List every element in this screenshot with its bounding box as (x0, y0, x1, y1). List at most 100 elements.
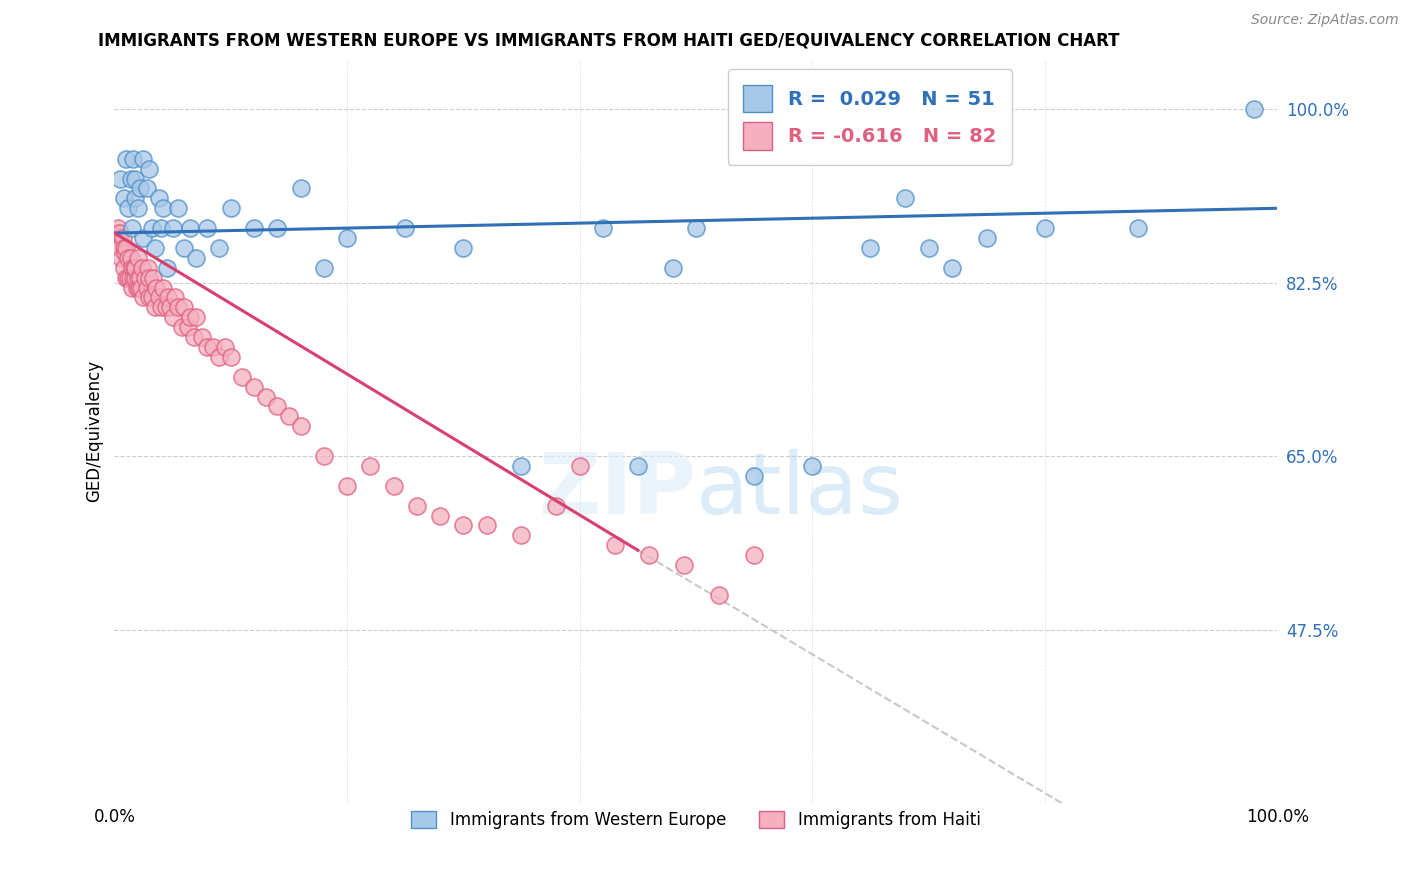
Point (673, 558, 696, 573)
Point (197, 221, 219, 235)
Text: ZIP: ZIP (538, 450, 696, 533)
Point (243, 379, 266, 393)
Point (475, 518, 498, 533)
Point (138, 161, 160, 176)
Point (110, 251, 132, 265)
Point (453, 241, 475, 255)
Point (117, 251, 139, 265)
Point (243, 221, 266, 235)
Point (121, 221, 143, 235)
Point (742, 548, 765, 562)
Point (208, 350, 231, 364)
Point (173, 301, 195, 315)
Point (941, 260, 963, 275)
Point (115, 270, 138, 285)
Point (129, 181, 152, 195)
Point (114, 245, 136, 260)
Point (184, 251, 207, 265)
Point (149, 221, 172, 235)
Point (156, 290, 179, 304)
Point (638, 548, 661, 562)
Point (112, 260, 135, 275)
Point (125, 280, 148, 294)
Point (127, 201, 149, 215)
Point (859, 241, 882, 255)
Point (162, 221, 184, 235)
Point (132, 152, 155, 166)
Point (110, 171, 132, 186)
Point (510, 528, 533, 542)
Point (312, 260, 335, 275)
Point (152, 201, 174, 215)
Point (592, 221, 614, 235)
Point (127, 270, 149, 285)
Point (231, 369, 253, 384)
Point (112, 241, 135, 255)
Point (219, 350, 242, 364)
Point (148, 290, 170, 304)
Point (120, 171, 142, 186)
Point (141, 290, 163, 304)
Point (603, 538, 626, 552)
Point (685, 221, 707, 235)
Point (917, 241, 939, 255)
Text: atlas: atlas (696, 450, 904, 533)
Point (129, 270, 152, 285)
Point (131, 260, 153, 275)
Point (134, 270, 156, 285)
Point (122, 270, 145, 285)
Point (429, 508, 451, 523)
Point (976, 231, 998, 245)
Point (136, 181, 159, 195)
Point (112, 191, 135, 205)
Point (405, 499, 427, 513)
Point (115, 152, 138, 166)
Point (105, 226, 128, 240)
Point (290, 419, 312, 434)
Point (568, 458, 591, 473)
Point (219, 201, 242, 215)
Point (167, 201, 190, 215)
Point (138, 270, 160, 285)
Point (117, 201, 139, 215)
Point (709, 588, 731, 602)
Point (127, 251, 149, 265)
Point (359, 458, 381, 473)
Point (627, 458, 650, 473)
Point (111, 231, 134, 245)
Point (143, 241, 166, 255)
Point (510, 458, 533, 473)
Point (121, 260, 143, 275)
Text: Source: ZipAtlas.com: Source: ZipAtlas.com (1251, 13, 1399, 28)
Point (115, 241, 138, 255)
Point (179, 221, 201, 235)
Point (107, 221, 129, 235)
Point (118, 270, 141, 285)
Point (176, 320, 198, 334)
Point (124, 171, 146, 186)
Point (382, 479, 405, 493)
Point (132, 290, 155, 304)
Point (190, 330, 212, 344)
Point (801, 458, 824, 473)
Point (152, 280, 174, 294)
Point (142, 270, 165, 285)
Point (122, 260, 145, 275)
Point (128, 280, 150, 294)
Point (197, 340, 219, 354)
Point (312, 449, 335, 463)
Point (124, 260, 146, 275)
Point (1243, 102, 1265, 116)
Point (208, 241, 231, 255)
Point (138, 290, 160, 304)
Point (159, 301, 181, 315)
Point (148, 191, 170, 205)
Point (336, 479, 359, 493)
Point (277, 409, 299, 424)
Point (155, 301, 177, 315)
Point (167, 301, 190, 315)
Point (173, 241, 195, 255)
Point (170, 320, 193, 334)
Point (266, 400, 288, 414)
Point (202, 340, 225, 354)
